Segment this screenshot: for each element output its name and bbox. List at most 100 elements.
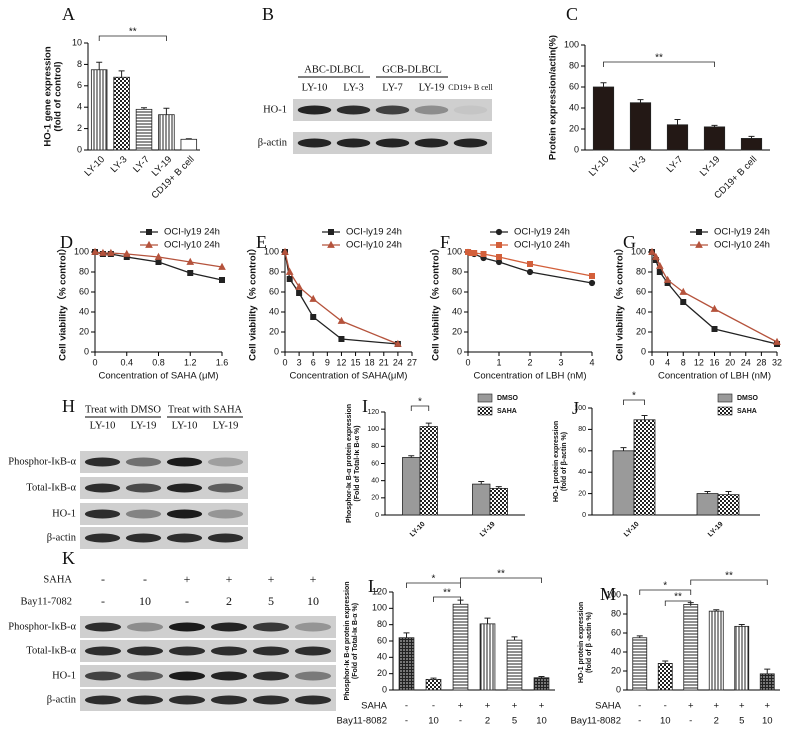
condition-value: +	[739, 701, 745, 712]
data-point	[337, 316, 346, 324]
x-tick-label: 20	[725, 357, 735, 367]
lane-label: LY-10	[302, 82, 328, 93]
panel-letter: D	[60, 232, 73, 252]
blot-row-label: β-actin	[258, 137, 288, 148]
condition-value: -	[638, 701, 641, 712]
error-bar	[511, 636, 518, 641]
blot-band	[297, 105, 332, 115]
legend-swatch	[477, 406, 493, 416]
bar	[180, 138, 198, 151]
y-axis-label: HO-1 protein expression	[553, 421, 560, 502]
error-bar	[738, 623, 745, 627]
panel-letter: A	[62, 4, 75, 24]
blot-band	[166, 509, 203, 519]
y-tick-label: 100	[606, 589, 621, 599]
blot-band	[453, 138, 488, 148]
x-tick-label: 0	[92, 357, 97, 367]
data-point	[286, 276, 293, 282]
bar	[633, 419, 656, 516]
bar	[425, 678, 442, 691]
y-tick-label: 60	[452, 286, 462, 296]
y-tick-label: 0	[84, 346, 89, 356]
y-axis-label: (Fold of Total-Iκ B-α %)	[354, 425, 361, 501]
legend-marker	[146, 229, 152, 235]
blot-row-label: HO-1	[263, 104, 287, 115]
x-tick-label: 0.4	[120, 357, 133, 367]
blot-row-label: Total-IκB-α	[26, 482, 76, 493]
y-tick-label: 0	[382, 684, 387, 694]
y-tick-label: 40	[377, 652, 387, 662]
x-tick-label: 4	[589, 357, 594, 367]
data-point	[310, 314, 317, 320]
y-tick-label: 80	[79, 266, 89, 276]
bar	[740, 138, 763, 151]
condition-name: SAHA	[595, 701, 622, 712]
legend-marker	[327, 240, 335, 248]
condition-value: 10	[762, 716, 773, 727]
x-tick-label: 18	[365, 357, 375, 367]
significance-bracket	[639, 589, 692, 595]
x-tick-label: 8	[681, 357, 686, 367]
x-tick-label: 0	[282, 357, 287, 367]
data-point	[218, 262, 226, 270]
data-point	[495, 258, 503, 266]
legend-marker	[496, 242, 502, 248]
bar	[696, 493, 719, 516]
x-tick-label: 0	[465, 357, 470, 367]
condition-value: -	[405, 701, 408, 712]
y-axis-label: (fold of β-actin %)	[561, 432, 568, 491]
blot-strip	[80, 640, 336, 662]
y-tick-label: 8	[77, 59, 82, 69]
y-axis-label: Cell viability（% control）	[430, 243, 442, 361]
y-tick-label: 80	[578, 426, 586, 433]
lane-label: LY-19	[213, 420, 239, 431]
legend-label: OCI-ly19 24h	[514, 227, 570, 238]
condition-value: +	[268, 572, 275, 586]
y-tick-label: 20	[269, 326, 279, 336]
data-point	[281, 247, 289, 255]
blot-band	[84, 671, 122, 681]
bar	[472, 483, 491, 516]
y-axis-label: (fold of control)	[53, 61, 64, 131]
data-point	[295, 282, 303, 290]
x-tick-label: 24	[741, 357, 751, 367]
legend-label: OCI-ly19 24h	[714, 227, 770, 238]
panel-letter: C	[566, 4, 578, 24]
significance-bracket	[410, 405, 430, 411]
significance-bracket	[690, 579, 768, 585]
blot-band	[252, 646, 290, 656]
error-bar	[484, 617, 491, 624]
condition-value: -	[143, 572, 147, 586]
data-point	[219, 277, 225, 283]
condition-value: 10	[660, 716, 671, 727]
y-tick-label: 40	[611, 646, 621, 656]
y-tick-label: 0	[457, 346, 462, 356]
y-tick-label: 100	[574, 405, 586, 412]
data-point	[309, 294, 318, 302]
y-tick-label: 100	[564, 39, 579, 49]
error-bar	[704, 490, 711, 494]
significance-bracket	[433, 596, 461, 602]
data-point	[187, 270, 194, 276]
blot-band	[210, 622, 248, 632]
legend-marker	[328, 229, 334, 235]
bar	[734, 625, 750, 691]
y-tick-label: 0	[274, 346, 279, 356]
y-tick-label: 60	[377, 635, 387, 645]
data-point	[656, 269, 663, 275]
y-tick-label: 0	[582, 512, 586, 519]
blot-row-label: Phosphor-IκB-α	[8, 456, 76, 467]
x-tick-label: 12	[694, 357, 704, 367]
blot-band	[207, 457, 244, 467]
condition-value: -	[664, 701, 667, 712]
y-tick-label: 20	[569, 123, 579, 133]
blot-band	[414, 105, 449, 115]
x-axis-label: Concentration of SAHA(μM)	[290, 371, 408, 382]
x-axis-label: Concentration of LBH (nM)	[474, 371, 587, 382]
significance-bracket	[406, 582, 461, 588]
condition-name: Bay11-8082	[570, 716, 621, 727]
blot-band	[126, 646, 164, 656]
x-tick-label: 27	[407, 357, 417, 367]
condition-value: +	[485, 701, 491, 712]
panel-letter: K	[62, 548, 75, 568]
